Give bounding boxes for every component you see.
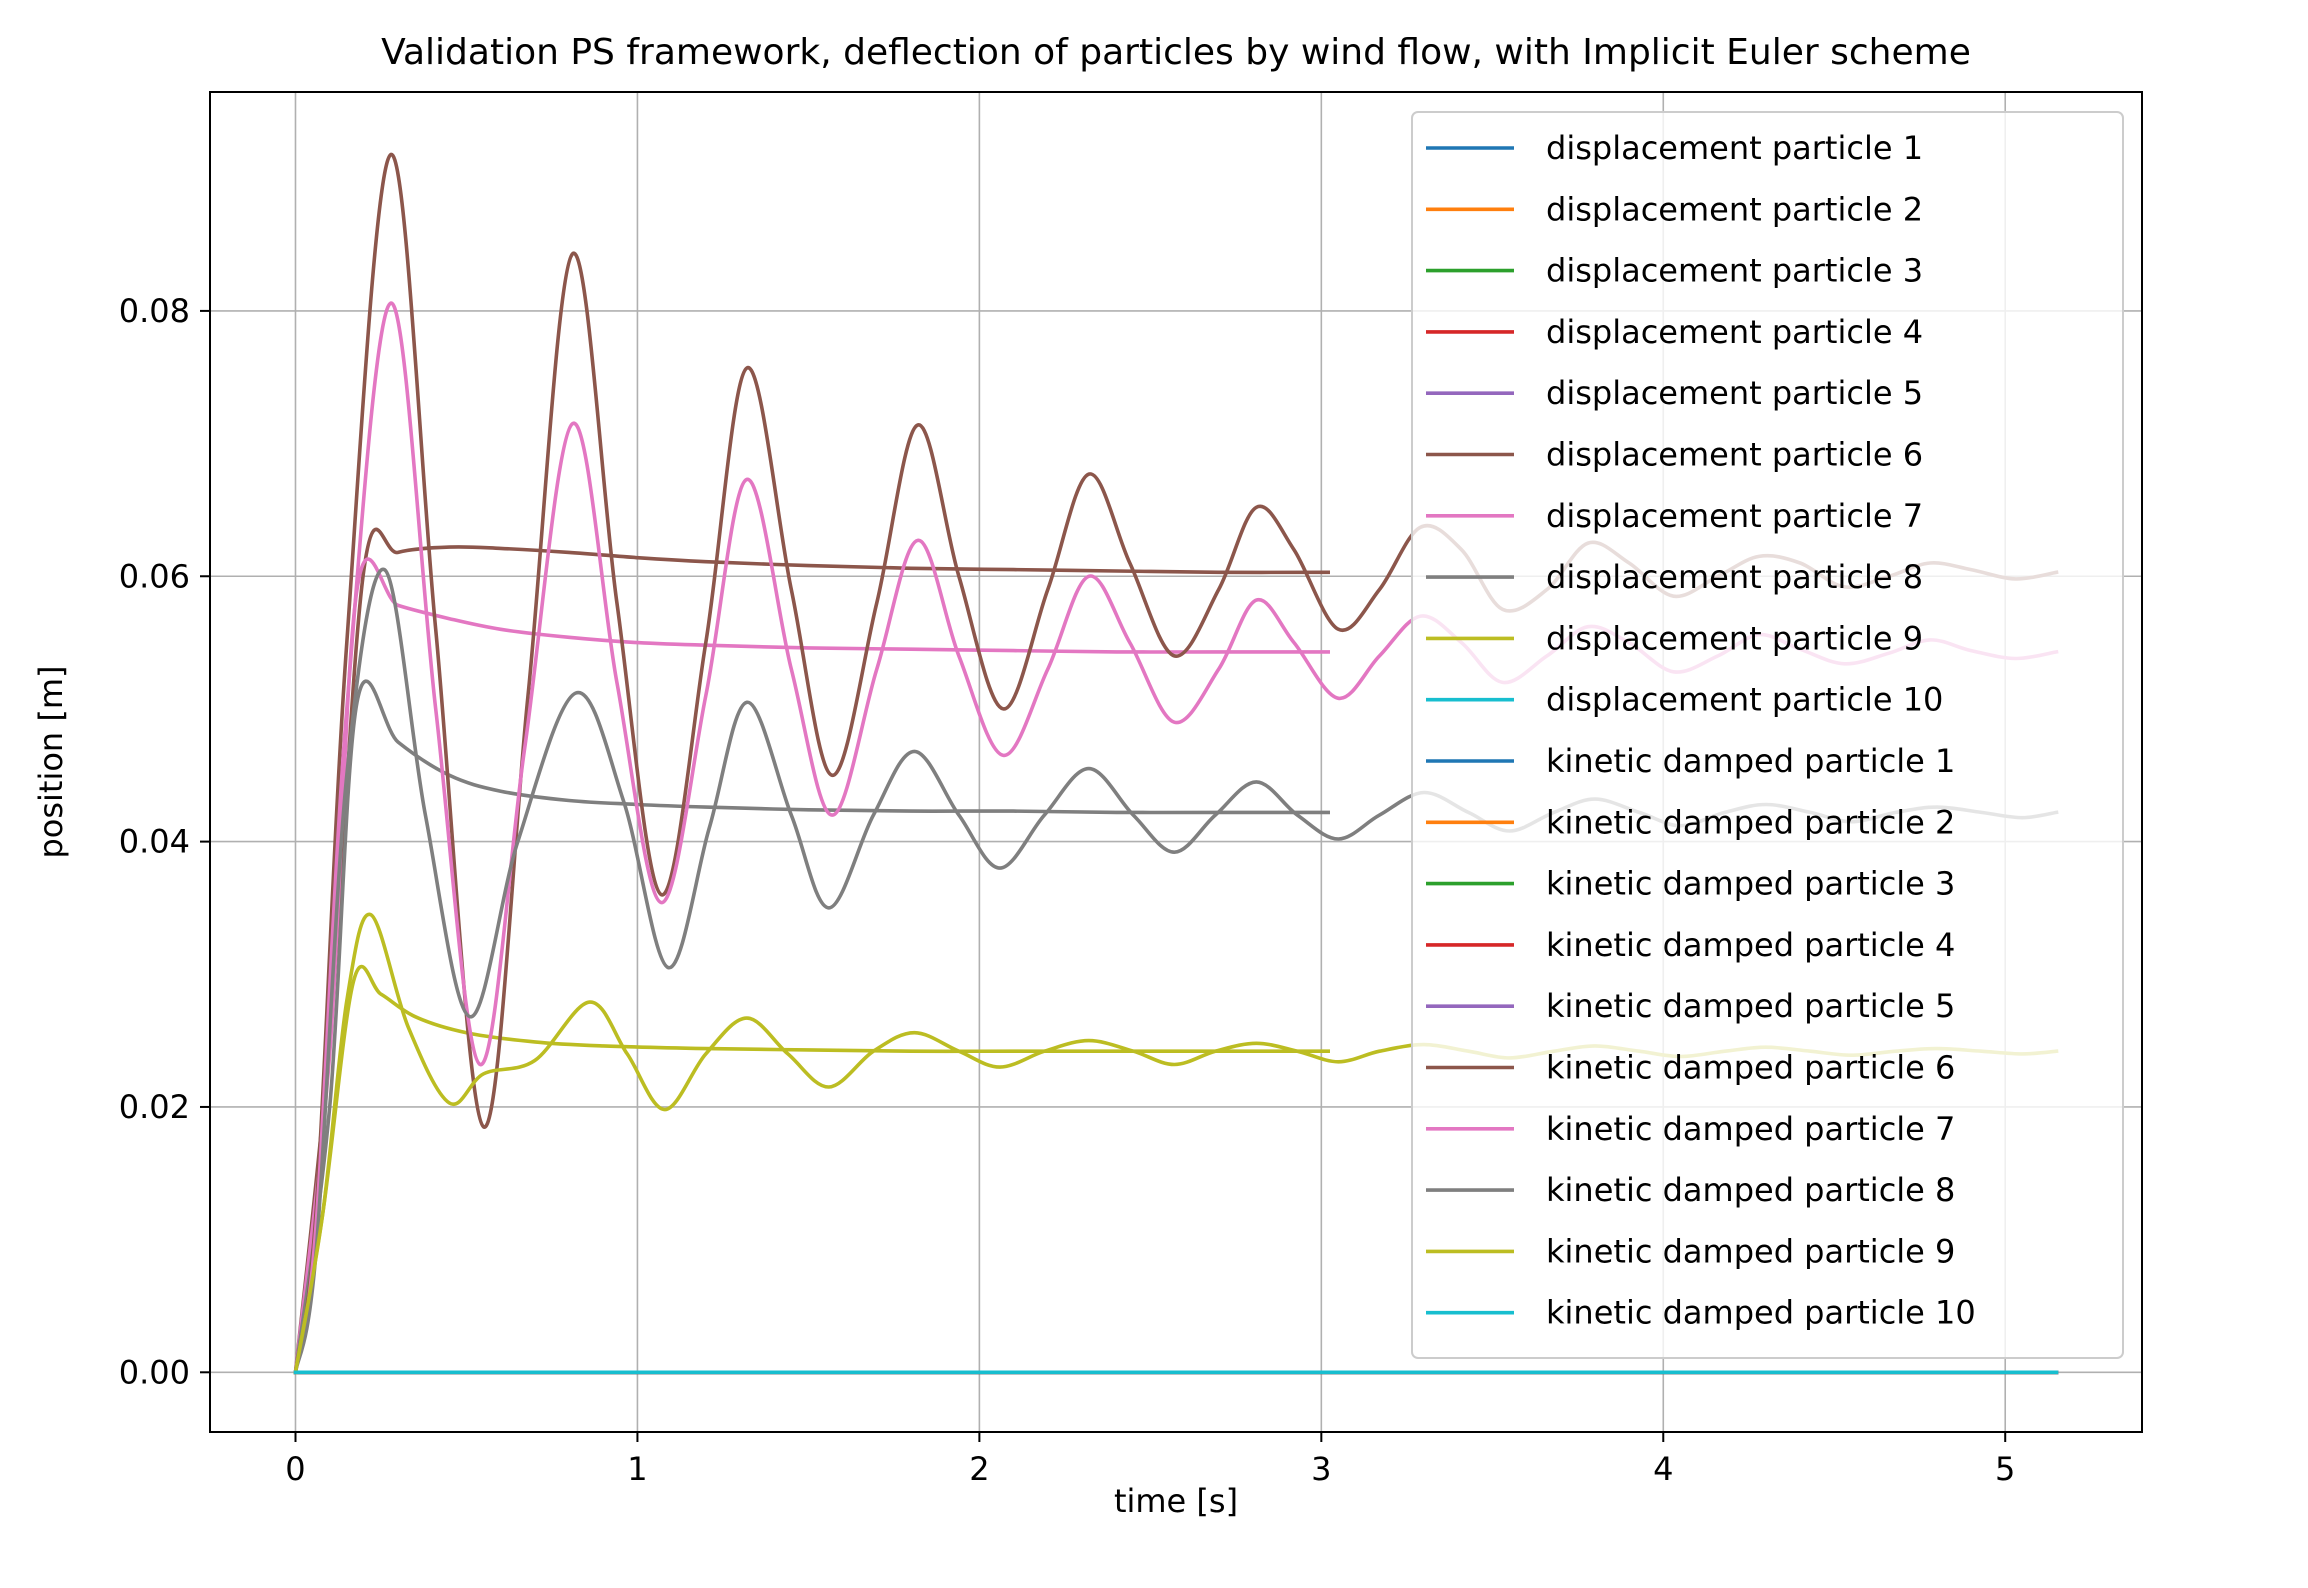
x-tick-label: 5 [1995,1450,2015,1488]
y-axis-label: position [m] [32,665,70,858]
x-axis-label: time [s] [1114,1482,1238,1520]
legend-entry-label: displacement particle 1 [1546,129,1923,167]
plot-area-frame [209,91,2143,1433]
legend-entry-label: kinetic damped particle 1 [1546,742,1955,780]
legend-entry-label: displacement particle 6 [1546,436,1923,474]
legend-entry-label: kinetic damped particle 8 [1546,1171,1955,1209]
legend-entry-label: kinetic damped particle 4 [1546,926,1955,964]
legend-entry-label: displacement particle 5 [1546,374,1923,412]
y-tick-label: 0.02 [119,1088,190,1126]
legend-entry-label: kinetic damped particle 6 [1546,1049,1955,1087]
y-tick-label: 0.08 [119,292,190,330]
series-line-displacement-particle-8 [293,679,1330,1375]
y-tick-label: 0.00 [119,1353,190,1391]
legend-entry-label: displacement particle 2 [1546,190,1923,228]
x-tick-label: 1 [627,1450,647,1488]
x-tick-label: 2 [969,1450,989,1488]
legend-entry-label: displacement particle 7 [1546,497,1923,535]
legend-entry-label: displacement particle 10 [1546,681,1943,719]
legend-entry-label: kinetic damped particle 10 [1546,1294,1976,1332]
x-tick-label: 3 [1311,1450,1331,1488]
legend-box [1411,111,2124,1359]
chart-title: Validation PS framework, deflection of p… [381,32,1971,73]
axis-ticks: 0 1 2 3 4 5 0.00 0.02 0.04 0.06 0.08 [119,292,2016,1488]
legend-entry-label: kinetic damped particle 2 [1546,803,1955,841]
legend-entry-label: displacement particle 3 [1546,252,1923,290]
legend: displacement particle 1 displacement part… [1411,111,2124,1359]
series-lines [293,152,2059,1375]
legend-entry-label: displacement particle 4 [1546,313,1923,351]
legend-entry-label: displacement particle 9 [1546,619,1923,657]
x-tick-label: 0 [285,1450,305,1488]
legend-entry-label: kinetic damped particle 5 [1546,987,1955,1025]
y-tick-label: 0.06 [119,557,190,595]
legend-entry-label: displacement particle 8 [1546,558,1923,596]
y-tick-label: 0.04 [119,823,190,861]
series-line-displacement-particle-9 [293,964,1330,1375]
legend-entry-label: kinetic damped particle 3 [1546,865,1955,903]
legend-entry-label: kinetic damped particle 9 [1546,1232,1955,1270]
x-tick-label: 4 [1653,1450,1673,1488]
legend-entry-label: kinetic damped particle 7 [1546,1110,1955,1148]
